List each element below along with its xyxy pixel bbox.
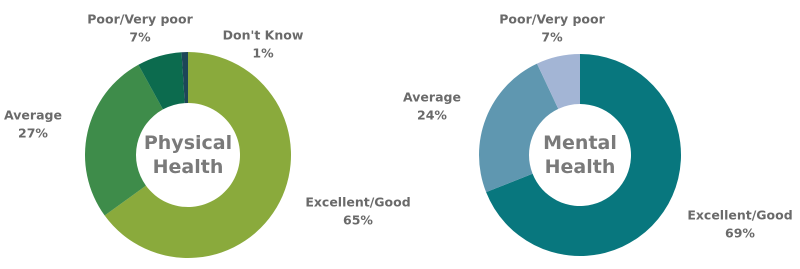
slice-value: 1% (252, 46, 274, 61)
donut-slice (84, 64, 163, 216)
slice-value: 69% (725, 226, 755, 241)
donut-slice (536, 54, 580, 109)
center-title: Mental Health (543, 132, 617, 178)
slice-value: 7% (541, 30, 563, 45)
slice-value: 65% (343, 213, 373, 228)
slice-label: Excellent/Good (305, 195, 410, 210)
donut-slice (478, 63, 559, 193)
slice-value: 27% (18, 126, 48, 141)
slice-label: Don't Know (223, 28, 304, 43)
slice-label: Average (4, 108, 62, 123)
donut-slice (104, 52, 291, 258)
slice-value: 7% (129, 30, 151, 45)
slice-label: Poor/Very poor (87, 12, 193, 27)
slice-label: Poor/Very poor (499, 12, 605, 27)
center-title: Physical Health (144, 132, 232, 178)
slice-label: Average (403, 90, 461, 105)
donut-slice (181, 52, 188, 104)
slice-label: Excellent/Good (687, 208, 792, 223)
slice-value: 24% (417, 108, 447, 123)
donut-slice (138, 52, 185, 110)
donut-slice (486, 54, 681, 257)
